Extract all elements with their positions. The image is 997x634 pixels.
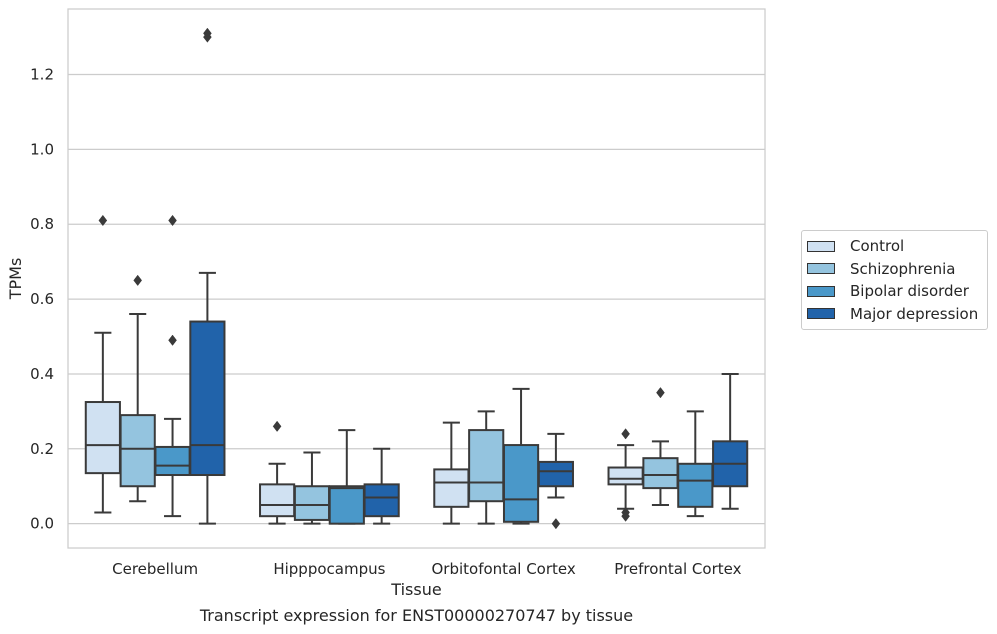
- x-tick-label: Prefrontal Cortex: [614, 560, 741, 578]
- axis-labels: 0.0 0.2 0.4 0.6 0.8 1.0 1.2 Cerebellum Hipppocam…: [6, 66, 742, 599]
- y-tick-label: 1.2: [30, 66, 54, 84]
- legend-label-schizophrenia: Schizophrenia: [850, 259, 956, 278]
- outlier-point: [168, 214, 177, 227]
- box-2-0: [433, 421, 470, 525]
- x-tick-label: Hipppocampus: [273, 560, 385, 578]
- box-3-0: [607, 428, 644, 522]
- legend-item-schizophrenia: Schizophrenia: [802, 258, 987, 281]
- legend-item-major-depression: Major depression: [802, 303, 987, 326]
- box-iqr: [363, 483, 400, 518]
- outlier-point: [551, 518, 561, 530]
- chart-caption: Transcript expression for ENST0000027074…: [199, 606, 634, 625]
- x-tick-label: Cerebellum: [112, 560, 198, 578]
- box-1-1: [293, 451, 331, 525]
- box-1-0: [259, 420, 296, 525]
- y-tick-label: 0.0: [30, 515, 54, 533]
- y-tick-label: 0.6: [30, 290, 54, 308]
- y-tick-label: 0.2: [30, 440, 54, 458]
- x-tick-label: Orbitofontal Cortex: [432, 560, 576, 578]
- outlier-point: [133, 274, 143, 286]
- box-marks: [84, 27, 749, 530]
- box-iqr: [154, 445, 191, 477]
- legend-label-control: Control: [850, 237, 905, 256]
- outlier-point: [203, 31, 212, 43]
- box-iqr: [468, 429, 505, 503]
- legend-label-bipolar-disorder: Bipolar disorder: [850, 282, 969, 301]
- y-tick-label: 1.0: [30, 140, 54, 158]
- y-axis-title: TPMs: [6, 258, 25, 301]
- outlier-point: [272, 420, 282, 432]
- box-1-3: [363, 447, 400, 525]
- legend-swatch-major-depression: [807, 308, 835, 320]
- box-iqr: [328, 485, 365, 525]
- box-3-1: [642, 387, 679, 506]
- legend-label-major-depression: Major depression: [850, 304, 979, 323]
- box-3-2: [677, 410, 714, 518]
- outlier-point: [656, 387, 665, 399]
- plot-area-frame: [67, 8, 766, 549]
- outlier-point: [168, 334, 177, 346]
- x-axis-title: Tissue: [390, 580, 441, 599]
- box-0-0: [84, 214, 121, 514]
- box-3-3: [712, 372, 749, 510]
- box-iqr: [642, 457, 679, 490]
- box-iqr: [293, 485, 331, 521]
- box-iqr: [433, 468, 470, 508]
- outlier-point: [621, 510, 630, 522]
- box-2-3: [537, 432, 574, 530]
- box-0-3: [189, 27, 226, 525]
- box-iqr: [259, 483, 296, 518]
- legend-swatch-control: [807, 240, 835, 252]
- box-iqr: [502, 444, 540, 523]
- legend-item-control: Control: [802, 235, 987, 258]
- outlier-point: [98, 214, 108, 227]
- legend-swatch-bipolar-disorder: [807, 285, 835, 297]
- y-tick-label: 0.8: [30, 215, 54, 233]
- box-2-1: [468, 410, 505, 525]
- box-1-2: [328, 429, 365, 525]
- box-0-1: [119, 274, 156, 503]
- legend: Control Schizophrenia Bipolar disorder M…: [801, 230, 988, 330]
- box-iqr: [189, 320, 226, 477]
- box-iqr: [84, 401, 121, 475]
- box-0-2: [154, 214, 191, 518]
- outlier-point: [621, 428, 630, 440]
- box-iqr: [677, 462, 714, 508]
- y-tick-label: 0.4: [30, 365, 54, 383]
- box-iqr: [537, 460, 574, 488]
- box-iqr: [607, 466, 644, 486]
- box-iqr: [119, 414, 156, 488]
- box-2-2: [502, 387, 540, 525]
- legend-item-bipolar-disorder: Bipolar disorder: [802, 280, 987, 303]
- legend-swatch-schizophrenia: [807, 263, 835, 275]
